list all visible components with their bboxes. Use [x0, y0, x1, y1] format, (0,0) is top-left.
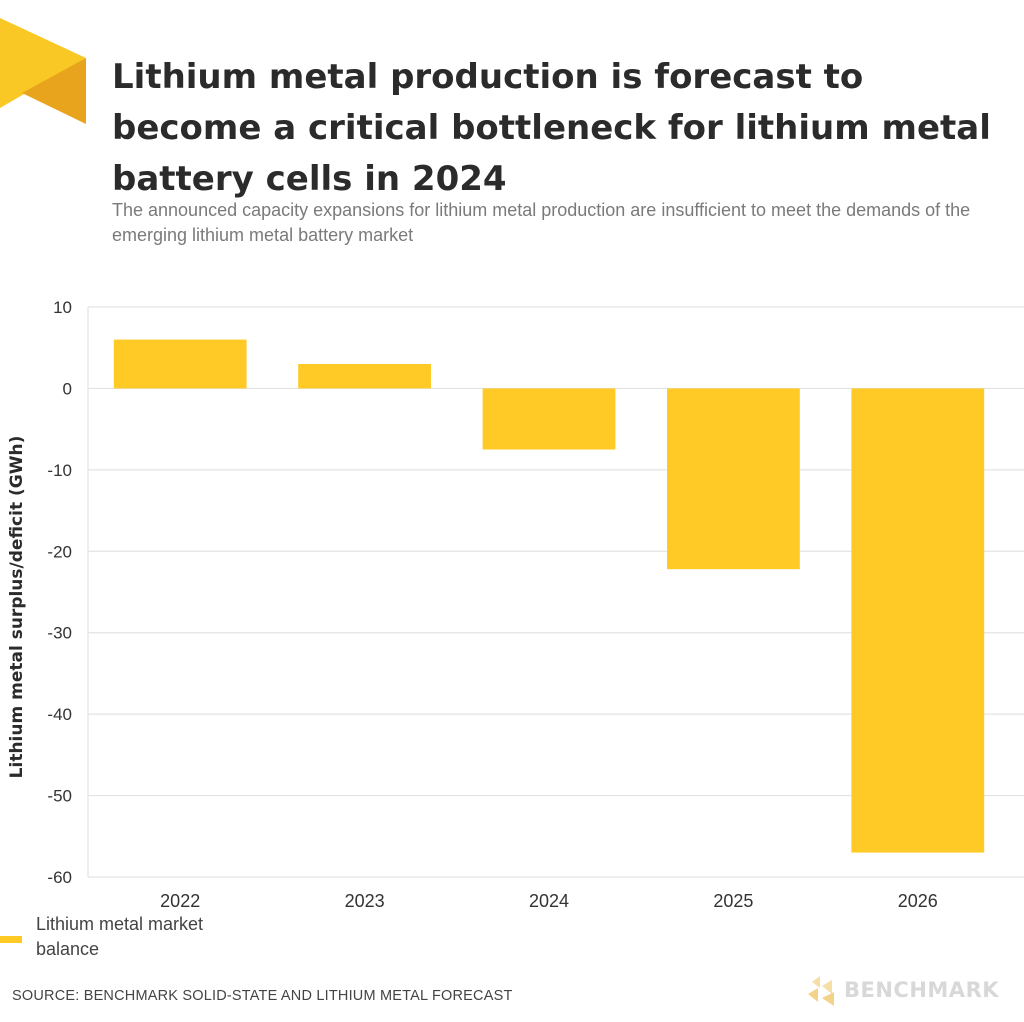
bar-2026 — [851, 388, 985, 853]
x-tick-label: 2025 — [713, 891, 753, 911]
chart-subtitle: The announced capacity expansions for li… — [112, 200, 971, 245]
brand-logo: BENCHMARK — [808, 974, 1014, 1010]
legend: Lithium metal market balance — [0, 912, 280, 962]
bar-2024 — [482, 388, 616, 450]
x-tick-label: 2022 — [160, 891, 200, 911]
bar-2025 — [667, 388, 800, 570]
x-tick-label: 2023 — [345, 891, 385, 911]
source-note: SOURCE: BENCHMARK SOLID-STATE AND LITHIU… — [12, 988, 513, 1004]
y-axis-ticks: 10 0 -10 -20 -30 -40 -50 -60 — [47, 298, 72, 887]
chart-title: Lithium metal production is forecast to … — [112, 57, 991, 199]
x-axis-ticks: 2022 2023 2024 2025 2026 — [160, 891, 938, 911]
y-axis-label: Lithium metal surplus/deficit (GWh) — [7, 436, 27, 779]
y-tick-label: -50 — [47, 787, 72, 806]
bars — [113, 339, 985, 853]
grid-lines — [87, 306, 1024, 878]
y-tick-label: -20 — [47, 542, 72, 561]
corner-accent — [0, 18, 86, 124]
bar-2022 — [113, 339, 247, 389]
legend-swatch — [0, 936, 22, 943]
y-tick-label: -40 — [47, 705, 72, 724]
y-tick-label: -60 — [47, 868, 72, 887]
legend-label: Lithium metal market balance — [36, 914, 204, 959]
y-tick-label: 10 — [53, 298, 72, 317]
y-tick-label: 0 — [63, 379, 72, 398]
x-tick-label: 2026 — [898, 891, 938, 911]
bar-chart: 100-10-20-30-40-50-60 2022 2023 2024 2025 20… — [7, 298, 1024, 911]
brand-name: BENCHMARK — [844, 978, 1000, 1002]
x-tick-label: 2024 — [529, 891, 569, 911]
benchmark-logo-icon — [808, 976, 834, 1006]
bar-2023 — [298, 364, 431, 389]
y-tick-label: -30 — [47, 624, 72, 643]
y-tick-label: -10 — [47, 461, 72, 480]
